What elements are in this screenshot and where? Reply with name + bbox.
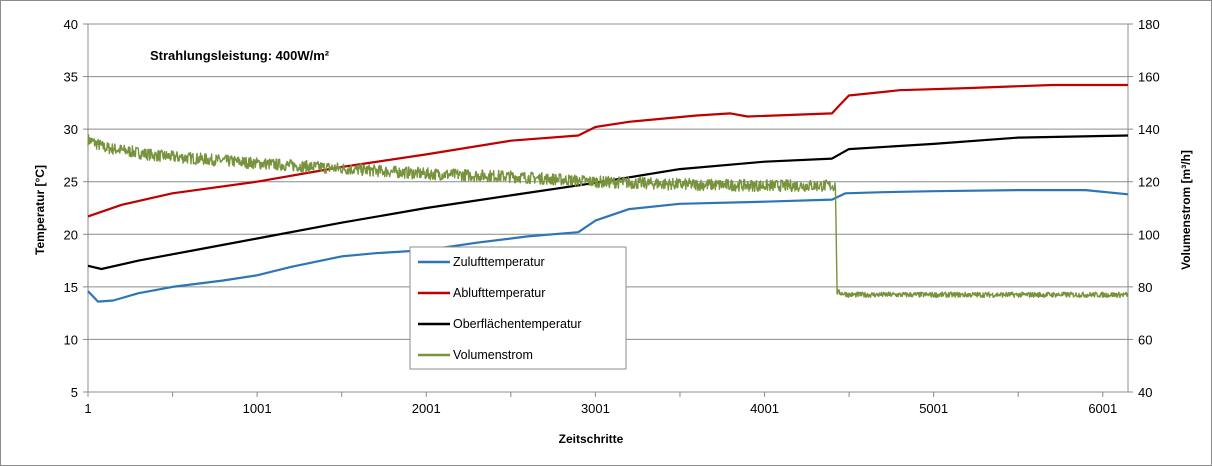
y-axis-right-title: Volumenstrom [m³/h]: [1179, 150, 1193, 270]
y-tick-left-label: 15: [64, 280, 78, 295]
y-ticks-right: 40 60 80 100 120 140 160 180: [1128, 17, 1160, 400]
chart-annotation: Strahlungsleistung: 400W/m²: [150, 48, 330, 63]
y-tick-left-label: 30: [64, 122, 78, 137]
y-tick-left-label: 25: [64, 175, 78, 190]
y-ticks-left: 5 10 15 20 25 30 35 40: [64, 17, 88, 400]
y-tick-left-label: 5: [71, 385, 78, 400]
legend: Zulufttemperatur Ablufttemperatur Oberfläc…: [409, 246, 627, 370]
y-tick-left-label: 40: [64, 17, 78, 32]
x-tick-label: 1001: [243, 401, 272, 416]
legend-label: Oberflächentemperatur: [453, 317, 582, 331]
x-ticks: 1 1001 2001 3001 4001 5001 6001: [84, 392, 1117, 416]
legend-label: Ablufttemperatur: [453, 286, 545, 300]
x-tick-label: 5001: [919, 401, 948, 416]
legend-box: [409, 246, 627, 370]
y-tick-right-label: 180: [1138, 17, 1160, 32]
y-tick-right-label: 120: [1138, 175, 1160, 190]
x-tick-label: 3001: [581, 401, 610, 416]
y-tick-right-label: 100: [1138, 227, 1160, 242]
gridlines: [88, 23, 1128, 340]
series-line-volumenstrom: [87, 134, 1129, 299]
x-axis-title: Zeitschritte: [559, 432, 624, 446]
y-tick-right-label: 140: [1138, 122, 1160, 137]
x-tick-label: 2001: [412, 401, 441, 416]
series-line-oberflächentemperatur: [87, 134, 1129, 271]
x-tick-label: 4001: [750, 401, 779, 416]
y-tick-right-label: 160: [1138, 70, 1160, 85]
series-lines: [87, 83, 1129, 303]
y-tick-right-label: 80: [1138, 280, 1152, 295]
legend-label: Volumenstrom: [453, 348, 533, 362]
y-tick-left-label: 10: [64, 332, 78, 347]
legend-label: Zulufttemperatur: [453, 255, 545, 269]
x-tick-label: 6001: [1088, 401, 1117, 416]
x-tick-label: 1: [84, 401, 91, 416]
y-tick-left-label: 35: [64, 70, 78, 85]
y-tick-right-label: 40: [1138, 385, 1152, 400]
series-line-ablufttemperatur: [87, 83, 1128, 218]
series-line-zulufttemperatur: [87, 189, 1129, 303]
y-tick-left-label: 20: [64, 227, 78, 242]
y-axis-left-title: Temperatur [°C]: [33, 165, 47, 255]
y-tick-right-label: 60: [1138, 332, 1152, 347]
